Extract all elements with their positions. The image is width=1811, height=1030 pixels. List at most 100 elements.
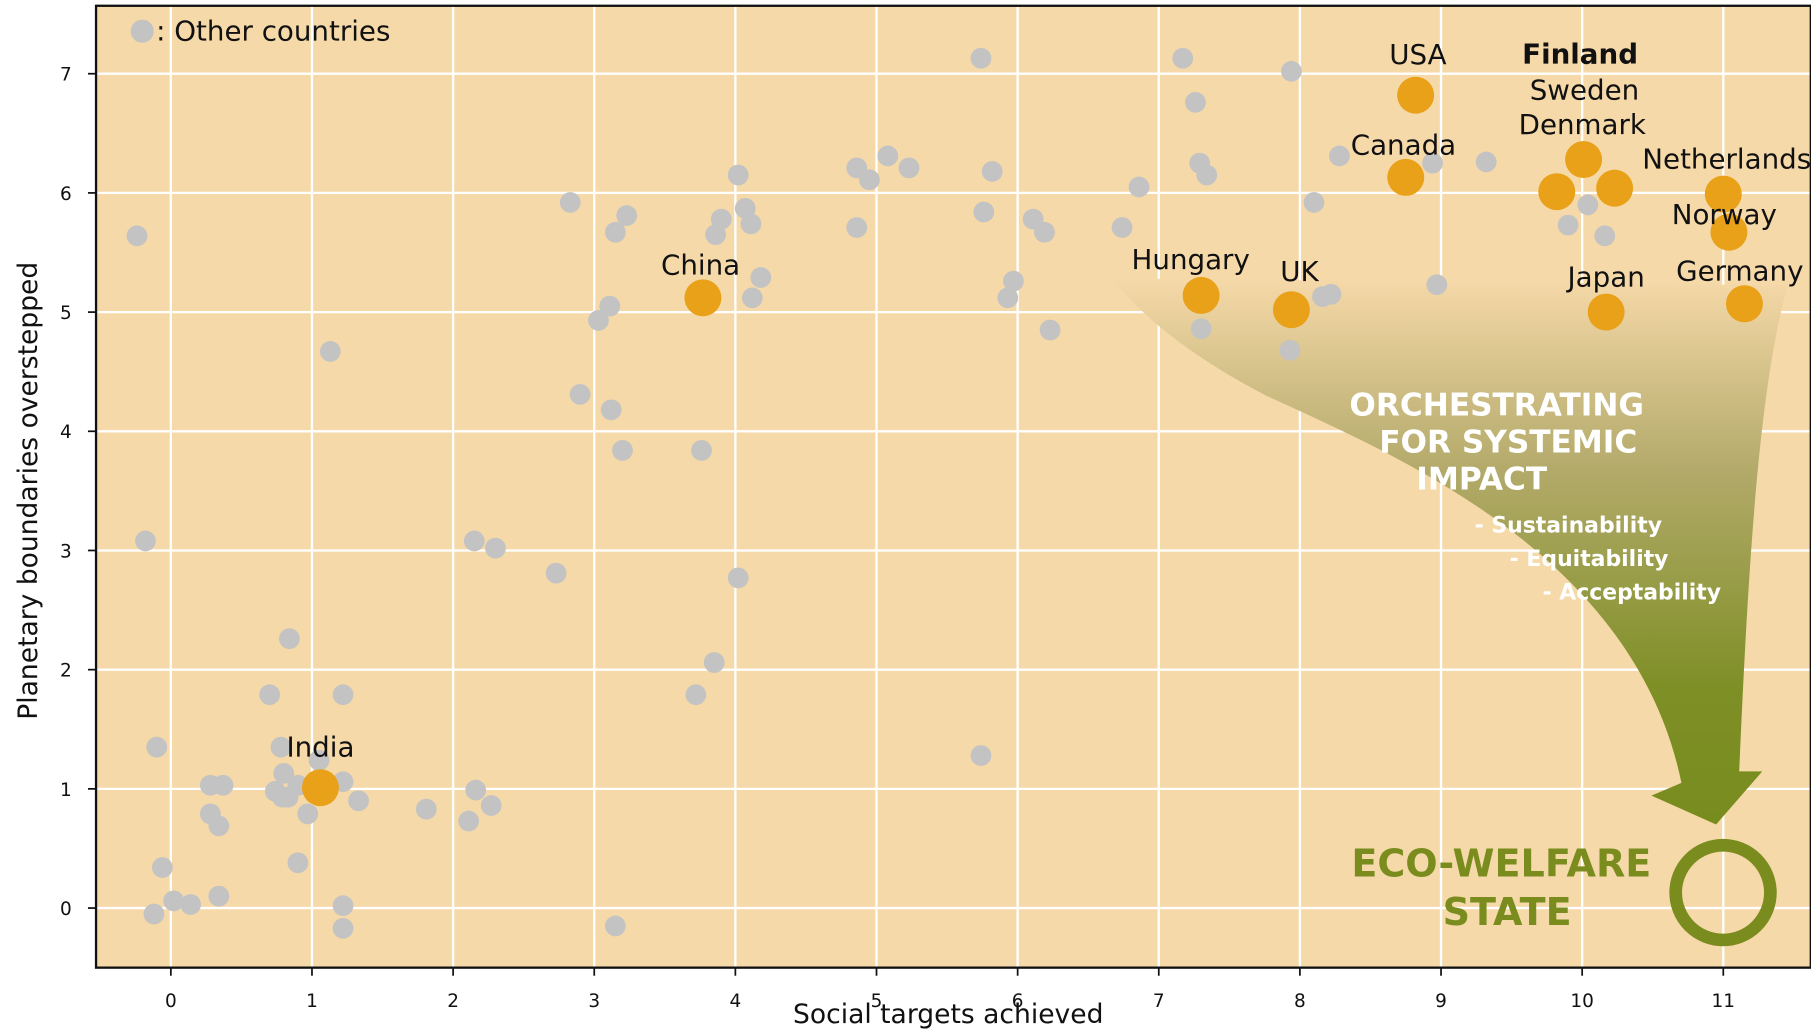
point-label: Japan	[1566, 261, 1645, 294]
point	[570, 384, 591, 405]
point	[612, 440, 633, 461]
point	[599, 296, 620, 317]
page: IndiaChinaHungaryUKCanadaUSAFinlandSwede…	[0, 0, 1811, 1030]
point	[1280, 340, 1301, 361]
point-label: Finland	[1522, 38, 1638, 71]
point	[320, 341, 341, 362]
point	[728, 165, 749, 186]
point	[481, 795, 502, 816]
x-axis-label: Social targets achieved	[793, 999, 1103, 1030]
point	[546, 563, 567, 584]
x-tick-label: 10	[1570, 991, 1594, 1012]
point	[711, 209, 732, 230]
point	[279, 628, 300, 649]
highlight-point	[1538, 173, 1575, 210]
point	[464, 531, 485, 552]
point	[750, 267, 771, 288]
legend-separator: :	[156, 14, 174, 47]
legend-label: : Other countries	[156, 14, 390, 47]
point	[859, 169, 880, 190]
highlight-point	[1273, 291, 1310, 328]
point	[135, 531, 156, 552]
point	[1191, 318, 1212, 339]
annotation: ECO-WELFARE	[1351, 841, 1651, 885]
point	[982, 161, 1003, 182]
point	[691, 440, 712, 461]
x-tick-label: 3	[588, 991, 600, 1012]
point	[1112, 217, 1133, 238]
point	[272, 787, 293, 808]
point	[1040, 320, 1061, 341]
point	[127, 225, 148, 246]
point	[742, 287, 763, 308]
point	[416, 799, 437, 820]
x-tick-label: 4	[729, 991, 741, 1012]
point	[458, 811, 479, 832]
point	[213, 775, 234, 796]
point	[333, 684, 354, 705]
annotation: - Sustainability	[1475, 513, 1662, 538]
y-tick-label: 2	[60, 661, 72, 682]
point	[1476, 152, 1497, 173]
point	[1312, 286, 1333, 307]
point	[1558, 215, 1579, 236]
point	[465, 780, 486, 801]
point-label: Germany	[1676, 255, 1803, 288]
highlight-point	[1726, 285, 1763, 322]
highlight-point	[1387, 159, 1424, 196]
point-label: Denmark	[1519, 108, 1646, 141]
x-tick-label: 9	[1435, 991, 1447, 1012]
point	[259, 684, 280, 705]
point	[1304, 192, 1325, 213]
legend-marker	[131, 20, 154, 43]
point	[1329, 146, 1350, 167]
point	[685, 684, 706, 705]
point	[1185, 92, 1206, 113]
y-axis-label: Planetary boundaries overstepped	[13, 262, 44, 720]
x-tick-label: 11	[1712, 991, 1736, 1012]
point-label: Sweden	[1530, 73, 1639, 106]
highlight-point	[1588, 294, 1625, 331]
annotation: STATE	[1443, 890, 1572, 934]
y-tick-label: 7	[60, 65, 72, 86]
point	[601, 399, 622, 420]
highlight-point	[1596, 170, 1633, 207]
point	[728, 567, 749, 588]
point	[287, 852, 308, 873]
highlight-point	[302, 769, 339, 806]
point	[1196, 165, 1217, 186]
point	[741, 214, 762, 235]
point	[846, 217, 867, 238]
legend-name: Other countries	[174, 14, 390, 47]
point	[1281, 61, 1302, 82]
annotation: ORCHESTRATING	[1349, 388, 1644, 424]
point	[297, 803, 318, 824]
point	[877, 146, 898, 167]
highlight-point	[684, 279, 721, 316]
annotation: FOR SYSTEMIC	[1379, 425, 1637, 461]
point	[180, 894, 201, 915]
point	[348, 790, 369, 811]
annotation: - Equitability	[1510, 547, 1669, 572]
point	[146, 737, 167, 758]
point	[616, 205, 637, 226]
highlight-point	[1183, 277, 1220, 314]
y-tick-label: 4	[60, 422, 72, 443]
point	[560, 192, 581, 213]
highlight-point	[1565, 141, 1602, 178]
y-tick-label: 6	[60, 184, 72, 205]
point-label: USA	[1389, 38, 1446, 71]
point-label: UK	[1280, 255, 1319, 288]
point	[971, 48, 992, 69]
x-tick-label: 8	[1294, 991, 1306, 1012]
point	[1577, 194, 1598, 215]
annotation: IMPACT	[1416, 462, 1548, 498]
x-tick-label: 5	[871, 991, 883, 1012]
point	[605, 916, 626, 937]
point-label: Canada	[1351, 128, 1456, 161]
x-tick-label: 2	[447, 991, 459, 1012]
point-label: Norway	[1672, 198, 1777, 231]
point	[333, 918, 354, 939]
point	[208, 886, 229, 907]
point	[997, 287, 1018, 308]
